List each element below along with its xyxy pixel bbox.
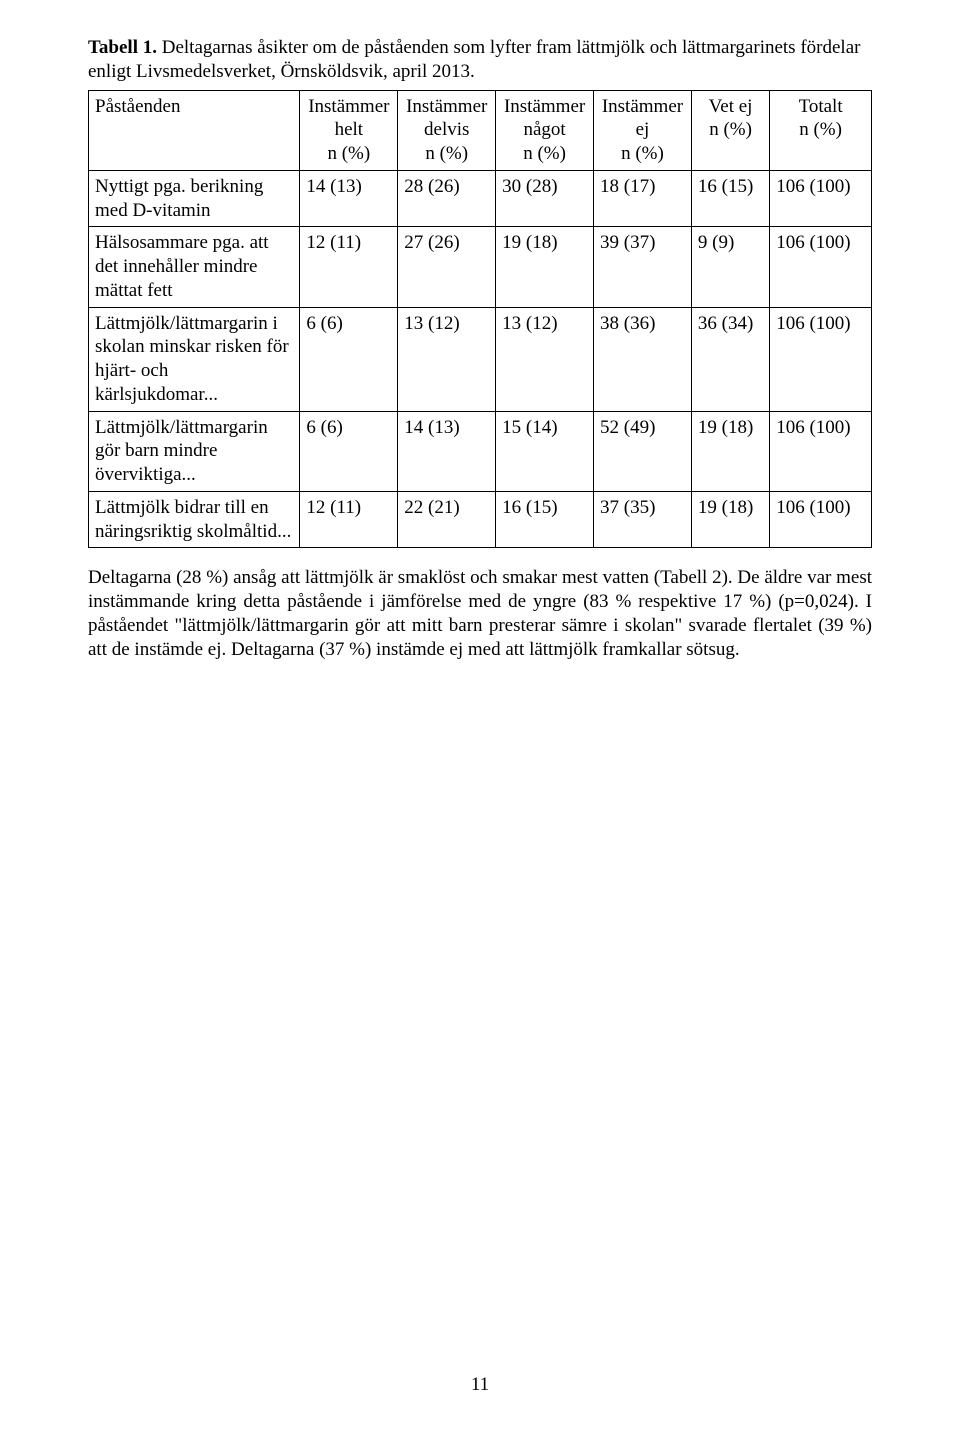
header-col-1: Instämmer helt n (%) (300, 90, 398, 170)
caption-prefix: Tabell 1. (88, 37, 157, 58)
header-col-4: Instämmer ej n (%) (594, 90, 692, 170)
cell: 38 (36) (594, 307, 692, 411)
hdr-line: n (%) (502, 142, 587, 166)
cell: 106 (100) (770, 411, 872, 491)
hdr-line: Vet ej (698, 95, 763, 119)
hdr-line: n (%) (698, 118, 763, 142)
hdr-line: Instämmer (404, 95, 489, 119)
cell: 19 (18) (496, 227, 594, 307)
row-label: Nyttigt pga. berikning med D-vitamin (89, 170, 300, 227)
cell: 39 (37) (594, 227, 692, 307)
table-row: Lättmjölk/lättmargarin i skolan minskar … (89, 307, 872, 411)
body-paragraph: Deltagarna (28 %) ansåg att lättmjölk är… (88, 566, 872, 661)
cell: 106 (100) (770, 307, 872, 411)
cell: 9 (9) (691, 227, 769, 307)
cell: 6 (6) (300, 411, 398, 491)
row-label: Lättmjölk/lättmargarin i skolan minskar … (89, 307, 300, 411)
cell: 12 (11) (300, 227, 398, 307)
table-body: Nyttigt pga. berikning med D-vitamin 14 … (89, 170, 872, 548)
hdr-line: delvis (404, 118, 489, 142)
hdr-line: helt (306, 118, 391, 142)
header-col-3: Instämmer något n (%) (496, 90, 594, 170)
page-number: 11 (0, 1374, 960, 1396)
header-col-6: Totalt n (%) (770, 90, 872, 170)
cell: 18 (17) (594, 170, 692, 227)
hdr-line: Totalt (776, 95, 865, 119)
cell: 13 (12) (496, 307, 594, 411)
cell: 30 (28) (496, 170, 594, 227)
cell: 22 (21) (398, 491, 496, 548)
cell: 27 (26) (398, 227, 496, 307)
cell: 106 (100) (770, 170, 872, 227)
header-col-2: Instämmer delvis n (%) (398, 90, 496, 170)
cell: 19 (18) (691, 491, 769, 548)
cell: 14 (13) (398, 411, 496, 491)
cell: 16 (15) (496, 491, 594, 548)
hdr-line: Instämmer (306, 95, 391, 119)
table-row: Nyttigt pga. berikning med D-vitamin 14 … (89, 170, 872, 227)
table-row: Hälsosammare pga. att det innehåller min… (89, 227, 872, 307)
hdr-line: n (%) (776, 118, 865, 142)
cell: 6 (6) (300, 307, 398, 411)
table-header-row: Påståenden Instämmer helt n (%) Instämme… (89, 90, 872, 170)
cell: 28 (26) (398, 170, 496, 227)
hdr-line: Instämmer (600, 95, 685, 119)
cell: 106 (100) (770, 491, 872, 548)
table-caption: Tabell 1. Deltagarnas åsikter om de påst… (88, 36, 872, 84)
cell: 13 (12) (398, 307, 496, 411)
cell: 36 (34) (691, 307, 769, 411)
hdr-line: n (%) (306, 142, 391, 166)
table-row: Lättmjölk/lättmargarin gör barn mindre ö… (89, 411, 872, 491)
hdr-line: Instämmer (502, 95, 587, 119)
cell: 37 (35) (594, 491, 692, 548)
data-table: Påståenden Instämmer helt n (%) Instämme… (88, 90, 872, 549)
row-label: Lättmjölk/lättmargarin gör barn mindre ö… (89, 411, 300, 491)
hdr-line: n (%) (600, 142, 685, 166)
hdr-line: något (502, 118, 587, 142)
caption-rest: Deltagarnas åsikter om de påståenden som… (88, 37, 860, 82)
cell: 12 (11) (300, 491, 398, 548)
cell: 52 (49) (594, 411, 692, 491)
page: Tabell 1. Deltagarnas åsikter om de påst… (0, 0, 960, 1448)
row-label: Lättmjölk bidrar till en näringsriktig s… (89, 491, 300, 548)
table-row: Lättmjölk bidrar till en näringsriktig s… (89, 491, 872, 548)
cell: 19 (18) (691, 411, 769, 491)
cell: 15 (14) (496, 411, 594, 491)
cell: 16 (15) (691, 170, 769, 227)
hdr-line: ej (600, 118, 685, 142)
hdr-line: n (%) (404, 142, 489, 166)
header-rowlabel: Påståenden (89, 90, 300, 170)
row-label: Hälsosammare pga. att det innehåller min… (89, 227, 300, 307)
header-col-5: Vet ej n (%) (691, 90, 769, 170)
cell: 14 (13) (300, 170, 398, 227)
cell: 106 (100) (770, 227, 872, 307)
